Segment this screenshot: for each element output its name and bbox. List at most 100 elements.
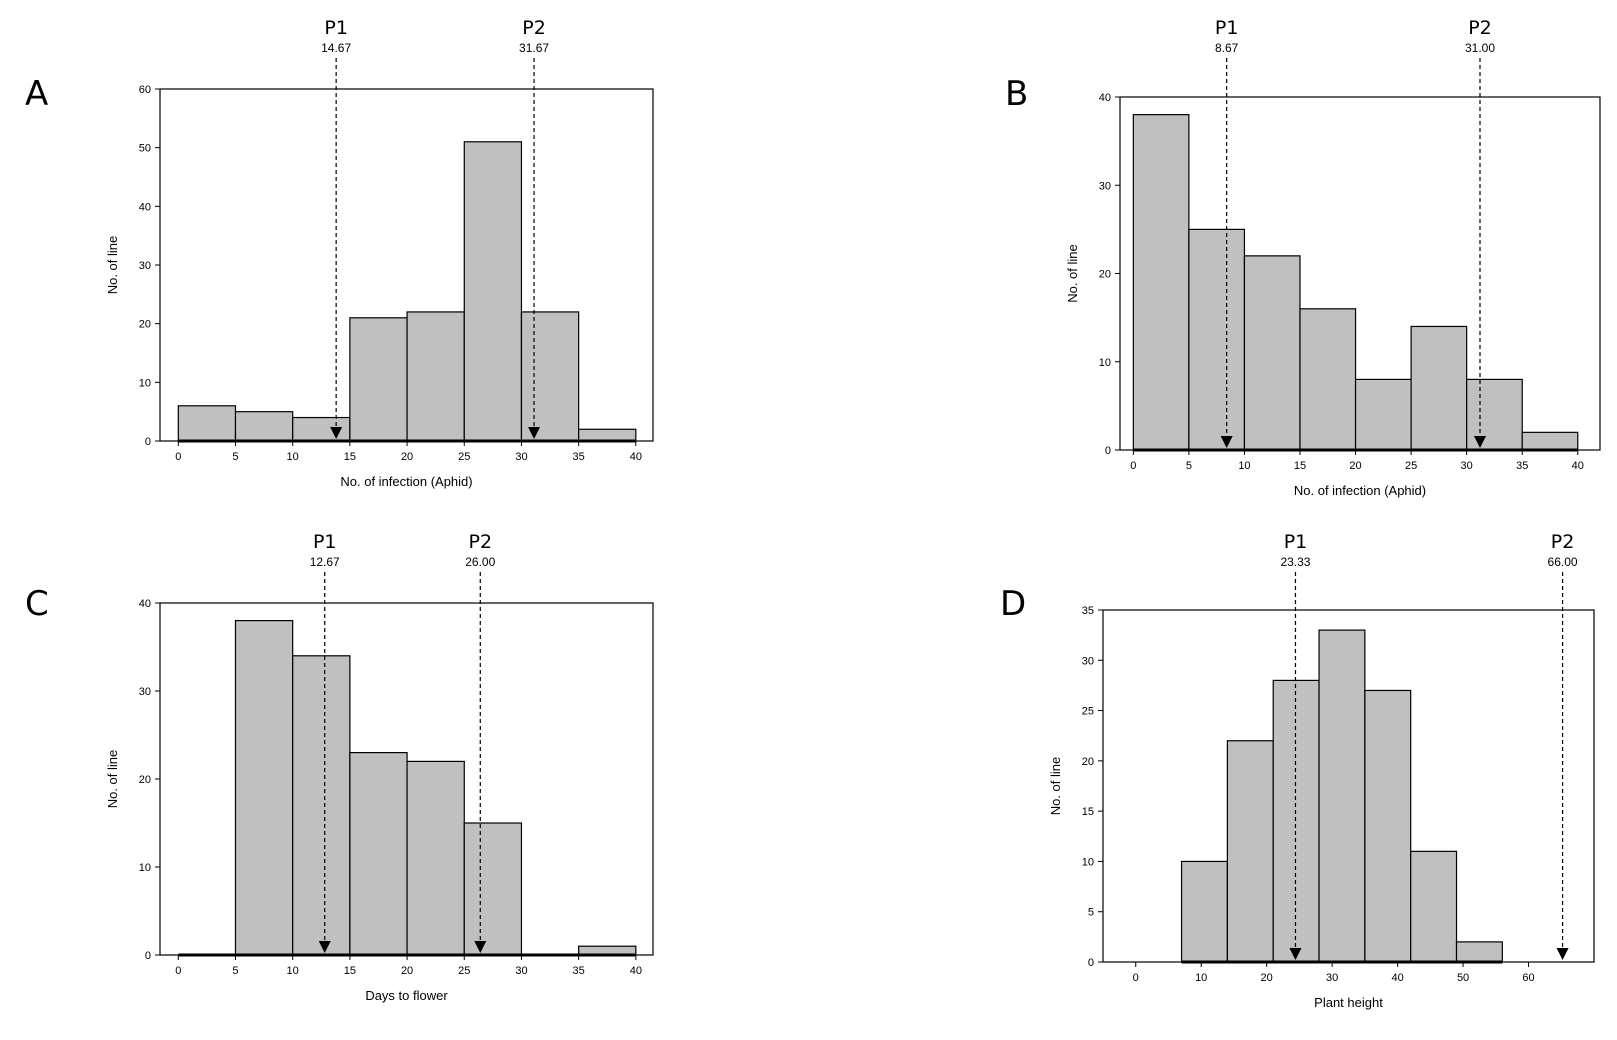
x-tick-label: 0 xyxy=(1130,460,1136,472)
y-tick-label: 40 xyxy=(139,598,151,610)
y-tick-label: 50 xyxy=(139,143,151,155)
x-tick-label: 50 xyxy=(1457,972,1469,984)
x-tick-label: 25 xyxy=(1405,460,1417,472)
marker-arrowhead xyxy=(318,941,331,953)
x-tick-label: 35 xyxy=(573,965,585,977)
chart-panel-c: C 0 5 10 15 20 25 30 35 40 0 10 20 30 40 Days to flower… xyxy=(25,531,654,1003)
y-tick-label: 20 xyxy=(1082,756,1094,768)
y-tick-label: 40 xyxy=(139,201,151,213)
y-tick-label: 60 xyxy=(139,84,151,96)
x-tick-label: 10 xyxy=(287,965,299,977)
marker-value-p1: 23.33 xyxy=(1280,555,1310,569)
y-tick-label: 0 xyxy=(145,950,151,962)
x-tick-label: 15 xyxy=(344,451,356,463)
x-axis-label: Plant height xyxy=(1314,995,1383,1010)
histogram-bar xyxy=(1410,850,1458,963)
y-tick-label: 10 xyxy=(1082,856,1094,868)
x-tick-label: 30 xyxy=(515,451,527,463)
x-tick-label: 30 xyxy=(515,965,527,977)
histogram-bar xyxy=(1466,378,1523,451)
histogram-bar xyxy=(1364,689,1412,963)
marker-arrowhead xyxy=(1474,436,1486,448)
histogram-bar xyxy=(1132,114,1190,451)
marker-value-p2: 31.67 xyxy=(519,41,549,55)
histogram-bar xyxy=(1180,860,1228,963)
histogram-bar xyxy=(1521,431,1579,451)
y-tick-label: 25 xyxy=(1082,706,1094,718)
marker-value-p1: 14.67 xyxy=(321,41,351,55)
histogram-bar xyxy=(463,822,523,956)
marker-name-p1: P1 xyxy=(313,531,337,553)
chart-panel-d: D 0 10 20 30 40 50 60 0 5 10 15 20 25 30 35 Plant height… xyxy=(1000,531,1595,1010)
x-axis-label: Days to flower xyxy=(365,988,448,1003)
x-tick-label: 15 xyxy=(344,965,356,977)
x-tick-label: 20 xyxy=(401,451,413,463)
histogram-bar xyxy=(349,317,408,442)
marker-name-p1: P1 xyxy=(324,17,348,39)
panel-letter: C xyxy=(25,584,49,624)
y-tick-label: 20 xyxy=(139,319,151,331)
y-tick-label: 30 xyxy=(1082,655,1094,667)
x-tick-label: 25 xyxy=(458,965,470,977)
x-tick-label: 5 xyxy=(232,965,238,977)
marker-value-p2: 31.00 xyxy=(1465,41,1495,55)
y-tick-label: 15 xyxy=(1082,806,1094,818)
panel-letter: D xyxy=(1000,584,1026,624)
x-tick-label: 35 xyxy=(573,451,585,463)
x-tick-label: 30 xyxy=(1326,972,1338,984)
marker-name-p2: P2 xyxy=(469,531,493,553)
x-tick-label: 20 xyxy=(1261,972,1273,984)
y-axis-label: No. of line xyxy=(105,236,120,295)
y-tick-label: 0 xyxy=(145,436,151,448)
histogram-bar xyxy=(234,411,294,442)
histogram-bar xyxy=(292,655,351,956)
marker-arrowhead xyxy=(1556,948,1569,960)
chart-panel-b: B 0 5 10 15 20 25 30 35 40 0 10 20 30 40 No. of infecti… xyxy=(1005,17,1601,498)
y-axis-label: No. of line xyxy=(1065,244,1080,303)
x-tick-label: 10 xyxy=(1238,460,1250,472)
y-tick-label: 10 xyxy=(139,377,151,389)
x-tick-label: 25 xyxy=(458,451,470,463)
histogram-bar xyxy=(1188,228,1246,451)
x-tick-label: 35 xyxy=(1516,460,1528,472)
marker-name-p1: P1 xyxy=(1284,531,1308,553)
y-tick-label: 35 xyxy=(1082,605,1094,617)
x-tick-label: 20 xyxy=(401,965,413,977)
marker-arrowhead xyxy=(528,427,541,439)
x-tick-label: 40 xyxy=(630,451,642,463)
x-tick-label: 30 xyxy=(1461,460,1473,472)
x-tick-label: 40 xyxy=(630,965,642,977)
y-tick-label: 10 xyxy=(1099,357,1111,369)
y-tick-label: 30 xyxy=(139,260,151,272)
x-tick-label: 20 xyxy=(1349,460,1361,472)
marker-arrowhead xyxy=(474,941,487,953)
x-tick-label: 0 xyxy=(175,965,181,977)
y-axis-label: No. of line xyxy=(105,750,120,809)
y-tick-label: 30 xyxy=(1099,180,1111,192)
histogram-bar xyxy=(292,416,351,442)
y-tick-label: 0 xyxy=(1105,445,1111,457)
histogram-bar xyxy=(406,311,465,442)
histogram-bar xyxy=(349,751,408,956)
y-tick-label: 20 xyxy=(139,774,151,786)
histogram-bar xyxy=(1354,378,1412,451)
histogram-bar xyxy=(1410,325,1468,451)
histogram-bar xyxy=(463,141,523,442)
x-tick-label: 10 xyxy=(1195,972,1207,984)
marker-name-p2: P2 xyxy=(1468,17,1492,39)
histogram-bar xyxy=(520,311,580,442)
panel-letter: A xyxy=(25,74,48,114)
x-tick-label: 10 xyxy=(287,451,299,463)
marker-name-p2: P2 xyxy=(522,17,546,39)
x-tick-label: 40 xyxy=(1572,460,1584,472)
marker-arrowhead xyxy=(1220,436,1233,448)
y-tick-label: 10 xyxy=(139,862,151,874)
x-axis-label: No. of infection (Aphid) xyxy=(1294,483,1426,498)
x-tick-label: 60 xyxy=(1522,972,1534,984)
marker-arrowhead xyxy=(330,427,343,439)
marker-value-p2: 66.00 xyxy=(1548,555,1578,569)
x-tick-label: 15 xyxy=(1294,460,1306,472)
marker-value-p1: 8.67 xyxy=(1215,41,1239,55)
x-tick-label: 5 xyxy=(232,451,238,463)
